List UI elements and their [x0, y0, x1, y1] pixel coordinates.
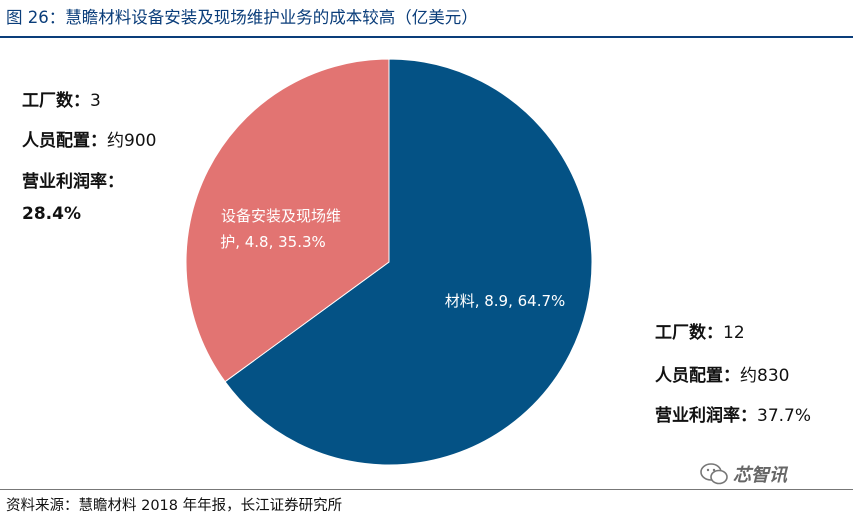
left-factories-label: 工厂数： — [22, 91, 90, 111]
left-factories: 工厂数：3 — [22, 86, 101, 111]
slice-label-installation-line2: 护, 4.8, 35.3% — [220, 233, 326, 251]
right-factories: 工厂数：12 — [655, 318, 745, 343]
right-staff-value: 约830 — [740, 366, 790, 386]
source-divider — [0, 489, 853, 490]
right-margin-value: 37.7% — [757, 406, 812, 426]
left-margin-value: 28.4% — [22, 204, 81, 224]
slice-label-material: 材料, 8.9, 64.7% — [445, 292, 566, 310]
pie-slice-material — [224, 58, 593, 466]
right-factories-value: 12 — [723, 323, 745, 343]
left-margin-label-row: 营业利润率： — [22, 167, 124, 192]
wechat-icon — [700, 463, 728, 485]
left-staff-value: 约900 — [107, 131, 157, 151]
left-factories-value: 3 — [90, 91, 101, 111]
left-staff: 人员配置：约900 — [22, 126, 156, 151]
right-factories-label: 工厂数： — [655, 323, 723, 343]
title-divider — [0, 36, 853, 38]
left-margin-value-row: 28.4% — [22, 204, 81, 224]
pie-slice-installation — [185, 58, 390, 383]
right-staff: 人员配置：约830 — [655, 361, 789, 386]
right-margin-label: 营业利润率： — [655, 406, 757, 426]
watermark-text: 芯智讯 — [733, 465, 787, 486]
source-note: 资料来源：慧瞻材料 2018 年年报，长江证券研究所 — [6, 498, 343, 514]
left-staff-label: 人员配置： — [22, 131, 107, 151]
right-staff-label: 人员配置： — [655, 366, 740, 386]
left-margin-label: 营业利润率： — [22, 172, 124, 192]
chart-title: 图 26：慧瞻材料设备安装及现场维护业务的成本较高（亿美元） — [6, 8, 478, 27]
right-margin: 营业利润率：37.7% — [655, 401, 811, 426]
slice-label-installation-line1: 设备安装及现场维 — [221, 207, 341, 225]
